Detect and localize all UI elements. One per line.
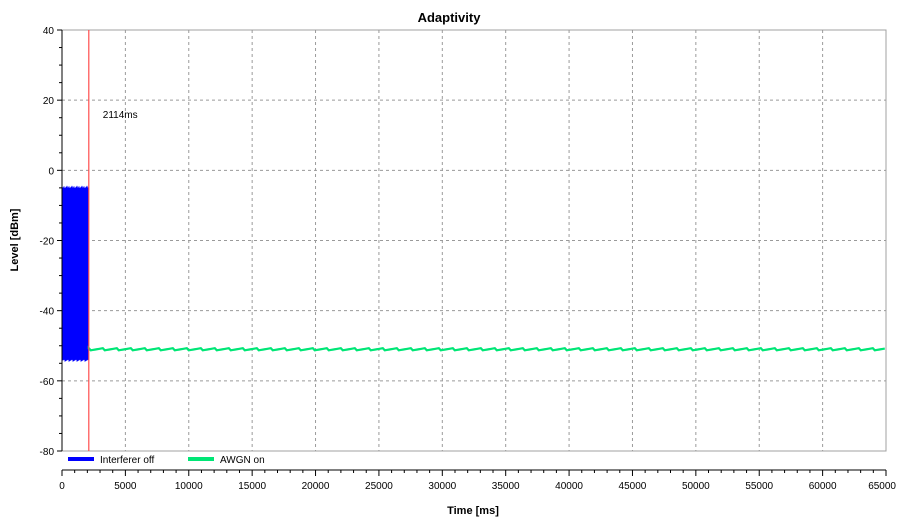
legend-label: Interferer off xyxy=(100,455,155,466)
legend-label: AWGN on xyxy=(220,455,265,466)
legend-swatch xyxy=(188,457,214,461)
series-interferer-off xyxy=(61,185,89,362)
x-tick-label: 60000 xyxy=(809,481,837,492)
series-layer xyxy=(61,185,885,362)
x-tick-label: 20000 xyxy=(302,481,330,492)
legend-item-awgn-on: AWGN on xyxy=(188,455,265,466)
y-axis-title: Level [dBm] xyxy=(9,208,21,271)
y-tick-label: -80 xyxy=(40,447,55,458)
y-tick-label: -60 xyxy=(40,377,55,388)
x-axis-title: Time [ms] xyxy=(447,505,499,517)
axes: -80 -60 -40 -20 0 20 40 0 5000 10000 15000 20000 250… xyxy=(40,26,897,492)
marker-label: 2114ms xyxy=(103,110,138,121)
x-tick-label: 65000 xyxy=(868,481,896,492)
series-awgn-on-line xyxy=(87,345,885,352)
y-tick-label: -20 xyxy=(40,237,55,248)
series-interferer-off-noise xyxy=(61,185,89,362)
x-tick-label: 10000 xyxy=(175,481,203,492)
y-tick-label: 40 xyxy=(43,26,55,37)
x-tick-label: 40000 xyxy=(555,481,583,492)
x-tick-label: 15000 xyxy=(238,481,266,492)
x-tick-label: 55000 xyxy=(745,481,773,492)
chart-title: Adaptivity xyxy=(418,10,482,25)
legend: Interferer off AWGN on xyxy=(68,455,265,466)
x-tick-label: 5000 xyxy=(114,481,137,492)
y-tick-label: 0 xyxy=(48,166,54,177)
x-tick-label: 30000 xyxy=(428,481,456,492)
x-tick-label: 35000 xyxy=(492,481,520,492)
y-tick-label: -40 xyxy=(40,307,55,318)
legend-item-interferer-off: Interferer off xyxy=(68,455,155,466)
plot-frame xyxy=(61,29,887,452)
x-tick-label: 45000 xyxy=(619,481,647,492)
y-tick-label: 20 xyxy=(43,96,55,107)
legend-swatch xyxy=(68,457,94,461)
annotation-layer: 2114ms xyxy=(88,30,138,451)
grid xyxy=(61,29,887,452)
x-tick-label: 25000 xyxy=(365,481,393,492)
x-tick-label: 0 xyxy=(59,481,65,492)
x-tick-label: 50000 xyxy=(682,481,710,492)
